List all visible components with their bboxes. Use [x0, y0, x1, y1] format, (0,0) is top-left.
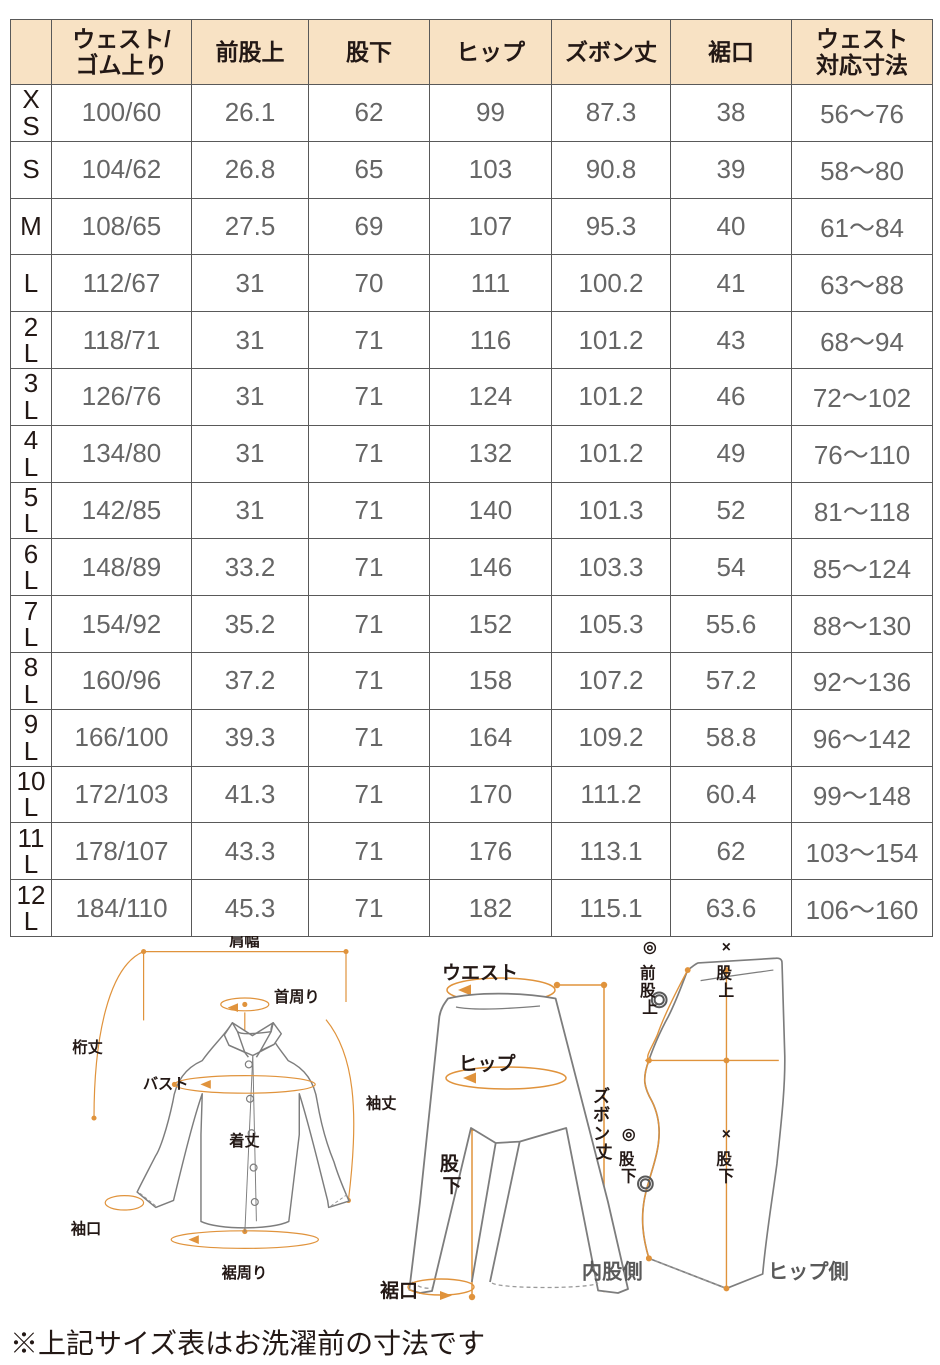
svg-text:股 下: 股 下 [619, 1151, 639, 1186]
svg-text:ヒップ側: ヒップ側 [768, 1261, 849, 1284]
svg-text:×: × [722, 1126, 731, 1143]
svg-text:桁丈: 桁丈 [72, 1038, 103, 1056]
svg-text:裾口: 裾口 [380, 1279, 418, 1302]
svg-text:ヒップ: ヒップ [458, 1052, 516, 1075]
svg-text:バスト: バスト [143, 1076, 189, 1093]
svg-text:首周り: 首周り [274, 988, 320, 1006]
svg-text:ズ ボ ン: ズ ボ ン 丈 [593, 1086, 615, 1162]
svg-text:股 上: 股 上 [716, 965, 736, 1000]
svg-text:内股側: 内股側 [582, 1260, 643, 1284]
svg-text:前 股 上: 前 股 上 [640, 964, 660, 1017]
svg-text:着丈: 着丈 [228, 1132, 260, 1150]
svg-text:×: × [722, 939, 731, 956]
svg-text:◎: ◎ [643, 939, 657, 956]
svg-text:◎: ◎ [622, 1126, 636, 1143]
svg-text:裾周り: 裾周り [222, 1264, 268, 1282]
svg-text:股 下: 股 下 [440, 1153, 464, 1197]
svg-text:袖口: 袖口 [71, 1220, 101, 1238]
svg-text:肩幅: 肩幅 [229, 936, 259, 950]
svg-text:股 下: 股 下 [716, 1151, 736, 1186]
svg-text:袖丈: 袖丈 [366, 1094, 397, 1112]
svg-text:ウエスト: ウエスト [442, 962, 518, 984]
